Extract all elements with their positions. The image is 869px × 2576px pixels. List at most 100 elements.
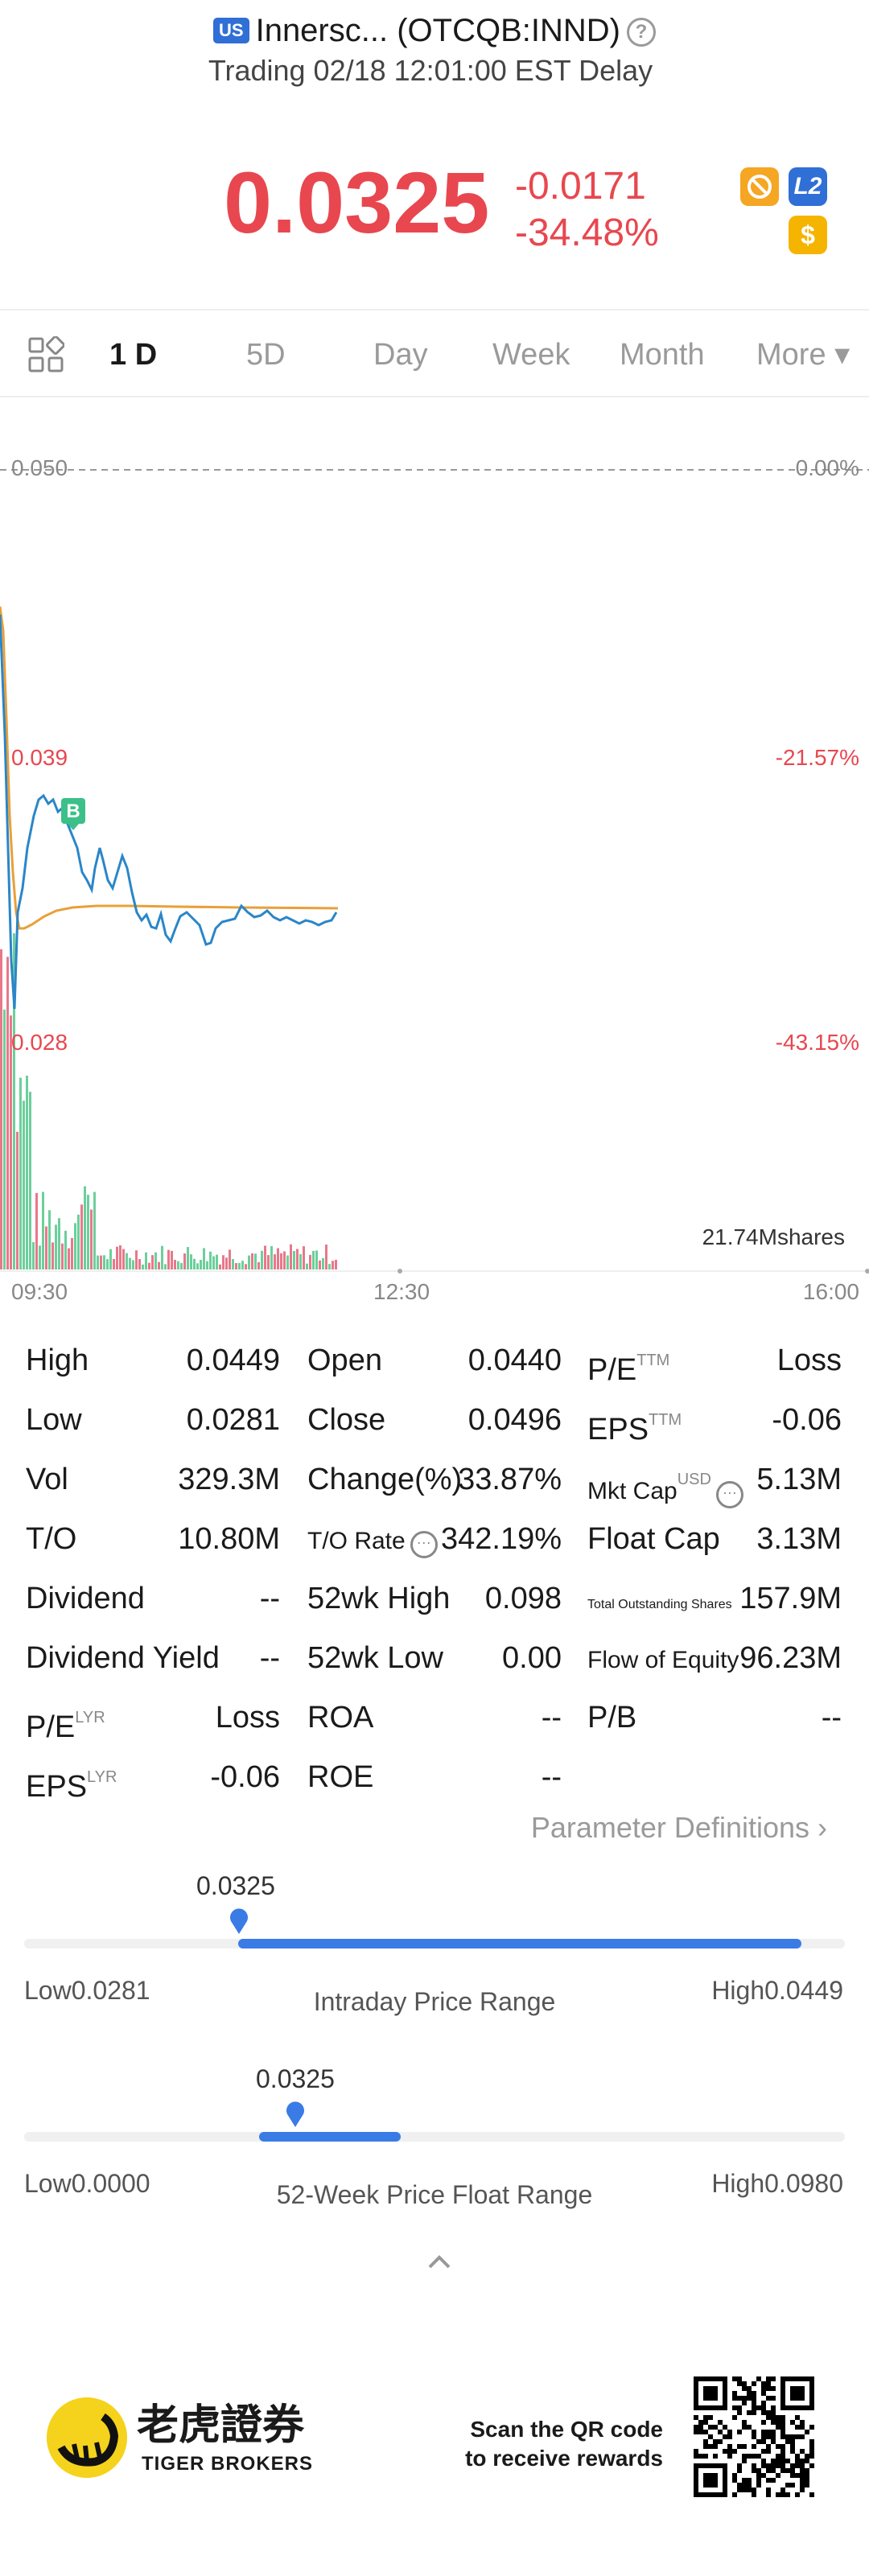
- stat-turnover-value: 10.80M: [178, 1522, 280, 1556]
- volume-bar: [212, 1256, 215, 1269]
- week52-pin-icon: [286, 2101, 304, 2127]
- volume-bar: [100, 1255, 102, 1269]
- volume-bar: [29, 1092, 31, 1269]
- volume-bar: [3, 1009, 6, 1269]
- volume-bar: [245, 1264, 247, 1269]
- footer-banner: 老虎證券 TIGER BROKERS Scan the QR code to re…: [0, 2365, 869, 2576]
- stat-high-value: 0.0449: [186, 1344, 280, 1377]
- last-price: 0.0325: [224, 154, 490, 251]
- stat-float-cap-value: 3.13M: [756, 1522, 842, 1556]
- stock-title-row[interactable]: US Innersc... (OTCQB:INND)?: [0, 11, 869, 50]
- y-axis-pct-mid: -21.57%: [775, 745, 859, 770]
- volume-bar: [286, 1255, 289, 1269]
- stat-dividend-yield-value: --: [259, 1641, 280, 1675]
- volume-bar: [180, 1262, 183, 1269]
- stat-pe-ttm-label: P/ETTM: [587, 1352, 670, 1387]
- qr-code-icon[interactable]: [694, 2376, 814, 2497]
- volume-bar: [158, 1261, 160, 1269]
- volume-bar: [257, 1261, 260, 1269]
- volume-bar: [206, 1261, 208, 1269]
- volume-bars: [0, 933, 337, 1269]
- stat-float-cap-label: Float Cap: [587, 1522, 720, 1556]
- volume-bar: [71, 1237, 73, 1269]
- stat-eps-ttm-label: EPSTTM: [587, 1411, 682, 1446]
- info-dots-icon: ···: [715, 1481, 743, 1508]
- volume-bar: [97, 1255, 99, 1269]
- volume-bar: [190, 1254, 192, 1269]
- volume-bar: [39, 1245, 41, 1269]
- stat-eps-lyr-label: EPSLYR: [26, 1768, 117, 1804]
- volume-bar: [183, 1253, 186, 1269]
- volume-bar: [319, 1260, 321, 1269]
- volume-bar: [61, 1243, 64, 1269]
- volume-bar: [251, 1253, 253, 1269]
- volume-bar: [229, 1249, 231, 1269]
- stat-low-label: Low: [26, 1403, 82, 1437]
- volume-bar: [126, 1253, 128, 1269]
- volume-bar: [303, 1246, 305, 1269]
- stat-eps-ttm-value: -0.06: [772, 1403, 842, 1437]
- collapse-chevron-up-icon[interactable]: [425, 2248, 454, 2277]
- intraday-high: High0.0449: [711, 1976, 843, 2005]
- stat-pb-value: --: [821, 1701, 842, 1734]
- volume-bar: [312, 1250, 315, 1269]
- tab-5d[interactable]: 5D: [246, 338, 286, 372]
- volume-bar: [45, 1226, 47, 1269]
- stat-mkt-cap-value: 5.13M: [756, 1463, 842, 1496]
- tab-more[interactable]: More ▾: [756, 338, 850, 372]
- intraday-pin-icon: [230, 1908, 248, 1934]
- volume-bar: [283, 1251, 286, 1269]
- volume-bar: [187, 1247, 189, 1269]
- stat-dividend-yield-label: Dividend Yield: [26, 1641, 220, 1675]
- intraday-range-title: Intraday Price Range: [313, 1987, 556, 2016]
- level2-icon[interactable]: L2: [789, 167, 827, 206]
- volume-bar: [267, 1255, 270, 1269]
- no-trade-icon[interactable]: [740, 167, 779, 206]
- intraday-chart[interactable]: B 0.050 0.039 0.028 0.00% -21.57% -43.15…: [0, 397, 869, 1307]
- volume-bar: [270, 1245, 273, 1269]
- stat-change-value: 33.87%: [458, 1463, 562, 1496]
- brand-name-en: TIGER BROKERS: [142, 2453, 314, 2475]
- stat-mkt-cap-label[interactable]: Mkt CapUSD···: [587, 1461, 743, 1510]
- period-tabs: [0, 309, 869, 397]
- volume-bar: [203, 1248, 205, 1269]
- dollar-icon[interactable]: $: [789, 216, 827, 254]
- average-price-line: [0, 606, 339, 930]
- volume-bar: [119, 1245, 121, 1269]
- tab-1d[interactable]: 1 D: [109, 338, 158, 372]
- volume-bar: [232, 1259, 234, 1269]
- volume-bar: [167, 1249, 170, 1269]
- stat-pb-label: P/B: [587, 1701, 637, 1734]
- volume-bar: [315, 1250, 318, 1269]
- price-change-percent: -34.48%: [515, 212, 659, 254]
- x-tick-open: 09:30: [11, 1279, 68, 1304]
- tab-month[interactable]: Month: [620, 338, 705, 372]
- volume-bar: [55, 1224, 57, 1269]
- help-icon[interactable]: ?: [626, 18, 656, 47]
- volume-bar: [193, 1258, 196, 1269]
- volume-bar: [26, 1076, 28, 1269]
- qr-prompt: Scan the QR code to receive rewards: [465, 2417, 663, 2471]
- market-badge: US: [213, 18, 249, 43]
- volume-bar: [248, 1255, 250, 1269]
- volume-bar: [200, 1260, 202, 1269]
- tab-day[interactable]: Day: [373, 338, 428, 372]
- tab-week[interactable]: Week: [492, 338, 570, 372]
- volume-bar: [129, 1257, 131, 1269]
- volume-bar: [261, 1250, 263, 1269]
- intraday-fill: [238, 1939, 801, 1948]
- volume-bar: [135, 1250, 138, 1269]
- volume-bar: [64, 1230, 67, 1269]
- stat-total-shares-label: Total Outstanding Shares: [587, 1598, 732, 1611]
- volume-bar: [0, 949, 2, 1269]
- volume-bar: [58, 1218, 60, 1269]
- stat-flow-equity-value: 96.23M: [739, 1641, 842, 1675]
- layout-grid-icon[interactable]: [27, 336, 64, 373]
- volume-bar: [154, 1252, 157, 1269]
- stat-turnover-rate-label[interactable]: T/O Rate ···: [307, 1520, 438, 1560]
- volume-bar: [10, 1015, 12, 1269]
- parameter-definitions-link[interactable]: Parameter Definitions ›: [530, 1811, 827, 1844]
- volume-bar: [332, 1261, 334, 1269]
- volume-bar: [309, 1254, 311, 1269]
- stat-total-shares-value: 157.9M: [739, 1582, 842, 1615]
